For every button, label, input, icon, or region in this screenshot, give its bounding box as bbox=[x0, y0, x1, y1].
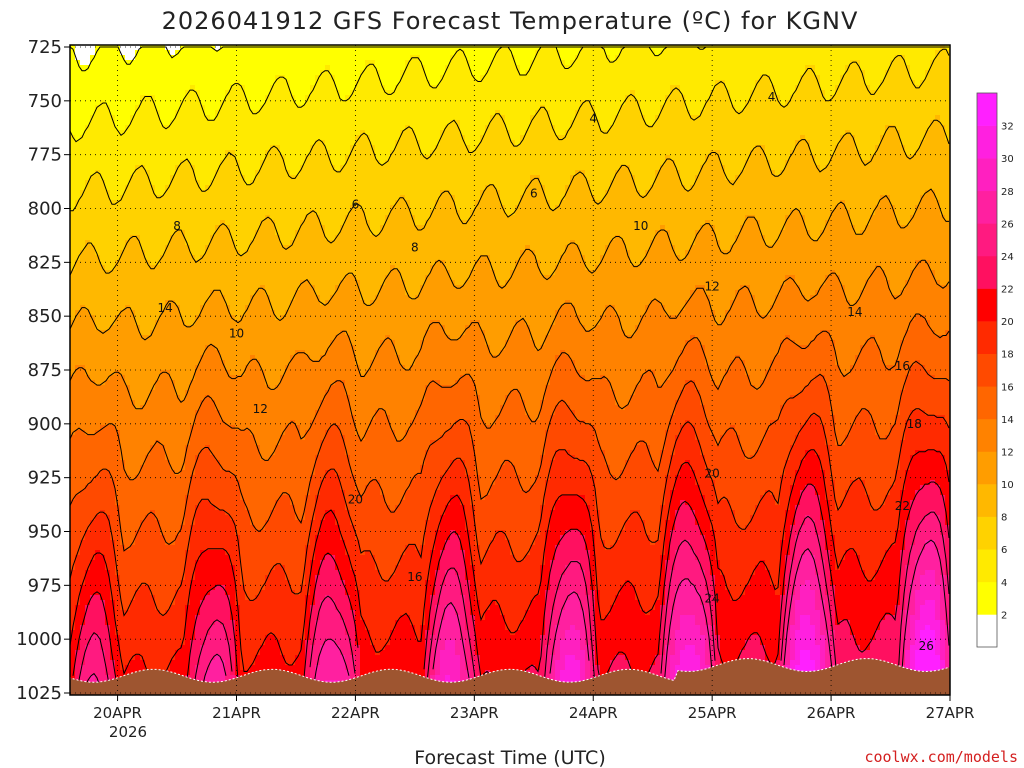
colorbar-tick-label: 28 bbox=[1001, 187, 1014, 198]
x-tick-label: 22APR bbox=[331, 704, 380, 722]
colorbar-tick-label: 4 bbox=[1001, 578, 1007, 589]
colorbar-swatch bbox=[977, 484, 997, 517]
contour-label: 18 bbox=[907, 417, 922, 431]
temperature-field bbox=[70, 45, 950, 695]
colorbar-tick-label: 10 bbox=[1001, 480, 1014, 491]
contour-label: 22 bbox=[895, 499, 910, 513]
gridlines bbox=[70, 45, 951, 695]
colorbar-swatch bbox=[977, 125, 997, 159]
contour-label: 24 bbox=[705, 592, 720, 606]
contour-label: 8 bbox=[411, 241, 419, 255]
x-axis: 20APR 21APR 22APR 23APR 24APR 25APR 26APR 27APR bbox=[93, 695, 974, 722]
colorbar-tick-label: 6 bbox=[1001, 545, 1007, 556]
contour-label: 20 bbox=[348, 493, 363, 507]
contour-label: 10 bbox=[229, 327, 244, 341]
y-tick-label: 850 bbox=[28, 306, 62, 327]
contour-label: 26 bbox=[919, 639, 934, 653]
colorbar-tick-label: 30 bbox=[1001, 154, 1014, 165]
colorbar-tick-label: 12 bbox=[1001, 447, 1014, 458]
contour-label: 12 bbox=[705, 279, 720, 293]
contour-label: 14 bbox=[157, 301, 172, 315]
contour-4 bbox=[70, 46, 949, 143]
credit-text: coolwx.com/models bbox=[864, 748, 1018, 766]
colorbar-swatch bbox=[977, 451, 997, 485]
colorbar-tick-label: 26 bbox=[1001, 219, 1014, 230]
colorbar-swatch bbox=[977, 321, 997, 355]
y-tick-label: 1000 bbox=[16, 629, 62, 650]
contour-label: 4 bbox=[768, 90, 776, 104]
contour-6 bbox=[70, 48, 950, 212]
colorbar-swatch bbox=[977, 418, 997, 452]
y-tick-label: 975 bbox=[28, 575, 62, 596]
y-tick-label: 775 bbox=[28, 145, 62, 166]
y-tick-label: 750 bbox=[28, 91, 62, 112]
x-axis-label: Forecast Time (UTC) bbox=[414, 747, 605, 768]
y-tick-label: 800 bbox=[28, 199, 62, 220]
x-tick-label: 23APR bbox=[450, 704, 499, 722]
colorbar-tick-label: 32 bbox=[1001, 122, 1014, 133]
contour-14 bbox=[70, 313, 950, 481]
contour-label: 10 bbox=[633, 219, 648, 233]
colorbar-swatch bbox=[977, 614, 997, 648]
contour-20 bbox=[70, 449, 950, 685]
x-year-label: 2026 bbox=[109, 723, 147, 741]
contour-26 bbox=[84, 539, 950, 691]
contour-label: 20 bbox=[705, 467, 720, 481]
colorbar-tick-label: 22 bbox=[1001, 285, 1014, 296]
y-tick-label: 950 bbox=[28, 522, 62, 543]
colorbar-swatch bbox=[977, 386, 997, 420]
x-tick-label: 21APR bbox=[212, 704, 261, 722]
colorbar-swatch bbox=[977, 93, 997, 126]
surface-ground bbox=[70, 658, 950, 695]
colorbar-tick-label: 20 bbox=[1001, 317, 1014, 328]
contour-label: 12 bbox=[253, 402, 268, 416]
y-axis: 725 750 775 800 825 850 875 900 925 950 975 1000 102… bbox=[16, 37, 70, 704]
contour-label: 8 bbox=[173, 219, 181, 233]
colorbar-swatch bbox=[977, 190, 997, 224]
colorbar-tick-label: 8 bbox=[1001, 513, 1007, 524]
contour-lines: 4 4 6 6 8 8 10 10 12 12 14 14 16 16 18 20 20 22 24 26 bbox=[70, 46, 950, 694]
contour-label: 6 bbox=[530, 187, 538, 201]
x-tick-label: 25APR bbox=[688, 704, 737, 722]
colorbar-tick-label: 14 bbox=[1001, 415, 1014, 426]
colorbar-swatch bbox=[977, 255, 997, 289]
y-tick-label: 925 bbox=[28, 468, 62, 489]
colorbar-swatch bbox=[977, 223, 997, 257]
colorbar-tick-label: 24 bbox=[1001, 252, 1014, 263]
y-tick-label: 825 bbox=[28, 252, 62, 273]
x-tick-label: 27APR bbox=[926, 704, 975, 722]
colorbar-tick-label: 16 bbox=[1001, 382, 1014, 393]
x-tick-label: 20APR bbox=[93, 704, 142, 722]
contour-label: 4 bbox=[589, 111, 597, 125]
contour-label: 16 bbox=[407, 570, 422, 584]
colorbar-swatch bbox=[977, 516, 997, 550]
contour-16 bbox=[70, 360, 950, 552]
y-tick-label: 725 bbox=[28, 37, 62, 58]
y-tick-label: 1025 bbox=[16, 683, 62, 704]
contour-label: 6 bbox=[352, 198, 360, 212]
x-tick-label: 24APR bbox=[569, 704, 618, 722]
contour-12 bbox=[70, 259, 950, 410]
colorbar-swatch bbox=[977, 158, 997, 192]
contour-18 bbox=[70, 408, 950, 617]
contour-label: 16 bbox=[895, 359, 910, 373]
colorbar-swatch bbox=[977, 353, 997, 387]
chart-title: 2026041912 GFS Forecast Temperature (ºC)… bbox=[162, 7, 859, 35]
x-tick-label: 26APR bbox=[807, 704, 856, 722]
contour-8 bbox=[70, 119, 950, 276]
y-tick-label: 875 bbox=[28, 360, 62, 381]
y-tick-label: 900 bbox=[28, 414, 62, 435]
contour-10 bbox=[70, 188, 949, 341]
colorbar-swatch bbox=[977, 581, 997, 615]
colorbar-tick-label: 18 bbox=[1001, 350, 1014, 361]
colorbar-swatch bbox=[977, 549, 997, 583]
colorbar-tick-label: 2 bbox=[1001, 610, 1007, 621]
colorbar-swatch bbox=[977, 288, 997, 322]
contour-label: 14 bbox=[847, 305, 862, 319]
